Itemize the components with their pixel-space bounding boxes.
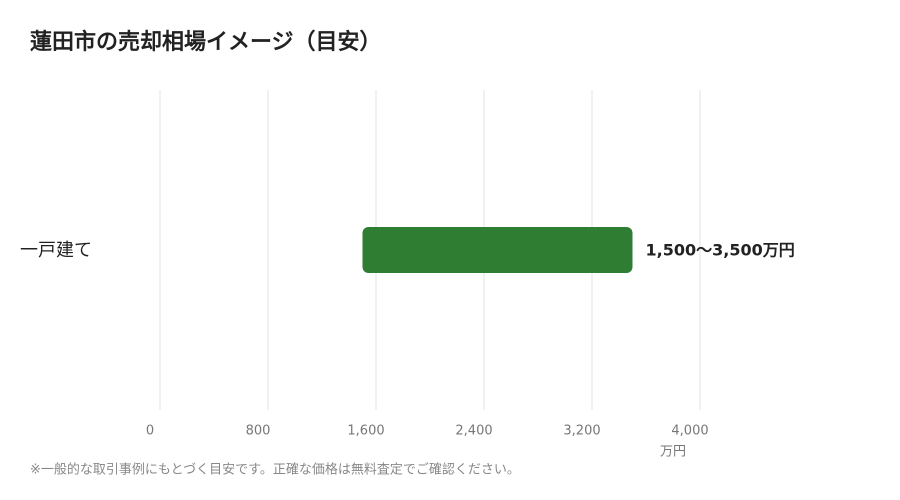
- x-tick-label: 4,000: [671, 424, 708, 439]
- x-tick-label: 800: [246, 424, 271, 439]
- x-tick-label: 1,600: [347, 424, 384, 439]
- bar: [362, 227, 633, 273]
- footnote: ※一般的な取引事例にもとづく目安です。正確な価格は無料査定でご確認ください。: [30, 462, 520, 478]
- x-tick-label: 0: [146, 424, 154, 439]
- value-label: 1,500〜3,500万円: [646, 241, 795, 260]
- x-tick-label: 3,200: [563, 424, 600, 439]
- x-tick-label: 2,400: [455, 424, 492, 439]
- chart-title: 蓮田市の売却相場イメージ（目安）: [30, 29, 382, 55]
- x-axis-label: 万円: [660, 445, 686, 460]
- y-tick-label: 一戸建て: [20, 240, 92, 261]
